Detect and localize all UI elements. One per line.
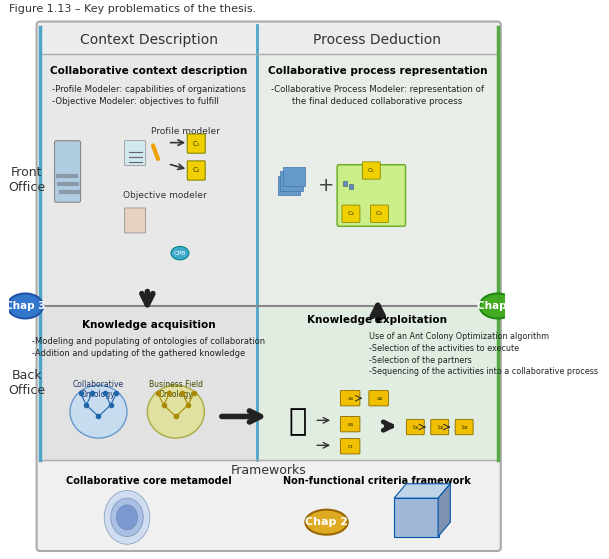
Ellipse shape — [147, 385, 205, 438]
Bar — [257, 306, 498, 459]
FancyBboxPatch shape — [455, 419, 473, 435]
Ellipse shape — [171, 247, 189, 260]
FancyBboxPatch shape — [280, 172, 303, 191]
Ellipse shape — [104, 490, 150, 544]
Text: Process Deduction: Process Deduction — [314, 33, 442, 47]
Text: Use of an Ant Colony Optimization algorithm
-Selection of the activities to exec: Use of an Ant Colony Optimization algori… — [369, 332, 598, 376]
Text: b₂: b₂ — [437, 424, 444, 429]
Text: CPB: CPB — [174, 250, 186, 255]
Text: -Modeling and populating of ontologies of collaboration
-Addition and updating o: -Modeling and populating of ontologies o… — [32, 337, 265, 358]
FancyBboxPatch shape — [340, 391, 360, 406]
Text: Business Field
Ontology: Business Field Ontology — [149, 380, 203, 399]
Bar — [40, 25, 498, 54]
Bar — [40, 459, 498, 547]
FancyBboxPatch shape — [283, 167, 305, 186]
FancyBboxPatch shape — [125, 208, 146, 233]
FancyBboxPatch shape — [431, 419, 449, 435]
Bar — [40, 54, 257, 306]
Text: Front
Office: Front Office — [9, 166, 46, 194]
Text: Profile modeler: Profile modeler — [152, 126, 220, 136]
FancyBboxPatch shape — [187, 134, 205, 153]
Polygon shape — [438, 484, 450, 537]
Text: C₃: C₃ — [376, 211, 383, 216]
FancyBboxPatch shape — [340, 416, 360, 432]
Ellipse shape — [7, 293, 43, 319]
FancyBboxPatch shape — [340, 439, 360, 454]
Text: b₁: b₁ — [413, 424, 420, 429]
Text: 🐜: 🐜 — [289, 407, 307, 436]
Text: a₁: a₁ — [348, 396, 354, 401]
Text: Context Description: Context Description — [80, 33, 217, 47]
FancyBboxPatch shape — [369, 391, 389, 406]
Text: a₂: a₂ — [376, 396, 382, 401]
FancyBboxPatch shape — [362, 162, 380, 179]
Text: Frameworks: Frameworks — [231, 464, 306, 477]
FancyBboxPatch shape — [406, 419, 424, 435]
Bar — [394, 498, 439, 537]
Text: C₄: C₄ — [348, 211, 354, 216]
Text: c₁: c₁ — [347, 444, 353, 449]
Bar — [40, 306, 257, 459]
Text: Chap 2: Chap 2 — [305, 517, 348, 527]
Text: Collaborative core metamodel: Collaborative core metamodel — [66, 476, 231, 486]
Text: a₁: a₁ — [348, 421, 354, 427]
Text: Figure 1.13 – Key problematics of the thesis.: Figure 1.13 – Key problematics of the th… — [9, 4, 256, 14]
Text: Non-functional criteria framework: Non-functional criteria framework — [283, 476, 471, 486]
FancyBboxPatch shape — [342, 205, 360, 222]
FancyBboxPatch shape — [37, 22, 501, 551]
Text: -Profile Modeler: capabilities of organizations
-Objective Modeler: objectives t: -Profile Modeler: capabilities of organi… — [52, 85, 245, 106]
FancyBboxPatch shape — [343, 181, 347, 186]
FancyBboxPatch shape — [337, 165, 406, 226]
Text: +: + — [319, 177, 335, 195]
FancyBboxPatch shape — [370, 205, 389, 222]
Text: C₂: C₂ — [192, 168, 200, 173]
Text: C₁: C₁ — [192, 141, 200, 146]
Text: b₃: b₃ — [462, 424, 468, 429]
Text: Chap 3: Chap 3 — [5, 301, 46, 311]
FancyBboxPatch shape — [348, 184, 353, 189]
Text: Chap 4: Chap 4 — [477, 301, 518, 311]
Ellipse shape — [70, 385, 127, 438]
Text: Back
Office: Back Office — [9, 369, 46, 397]
Ellipse shape — [116, 505, 138, 530]
Text: Knowledge acquisition: Knowledge acquisition — [82, 320, 216, 330]
Text: Collaborative process representation: Collaborative process representation — [268, 65, 487, 75]
Ellipse shape — [111, 498, 143, 537]
Ellipse shape — [480, 293, 515, 319]
Text: Collaborative context description: Collaborative context description — [50, 65, 247, 75]
FancyBboxPatch shape — [55, 141, 80, 202]
FancyBboxPatch shape — [125, 141, 146, 165]
Text: -Collaborative Process Modeler: representation of
the final deduced collaborativ: -Collaborative Process Modeler: represen… — [271, 85, 484, 106]
Bar — [257, 54, 498, 306]
Text: C₅: C₅ — [368, 168, 375, 173]
Text: Knowledge exploitation: Knowledge exploitation — [308, 315, 448, 325]
FancyBboxPatch shape — [187, 161, 205, 180]
Text: Objective modeler: Objective modeler — [123, 191, 206, 200]
FancyBboxPatch shape — [278, 176, 300, 196]
Ellipse shape — [305, 510, 348, 534]
Polygon shape — [394, 484, 450, 498]
Text: Collaborative
Ontology: Collaborative Ontology — [73, 380, 124, 399]
